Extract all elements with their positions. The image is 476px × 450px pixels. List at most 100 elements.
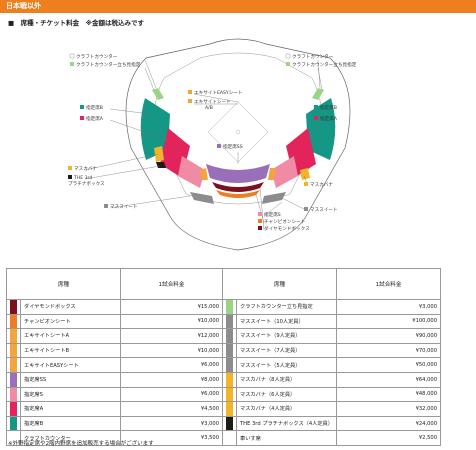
seat-price: ¥10,000 [120,313,224,330]
seat-price: ¥2,500 [336,430,442,446]
label-shitei-ss: 指定席SS [223,143,243,150]
color-swatch [10,329,17,343]
swatch [222,386,238,403]
swatch [6,313,21,330]
seat-masu-suite [190,192,214,204]
color-swatch [10,344,17,357]
color-swatch [10,388,17,401]
swatch [222,430,238,446]
seat-name: 指定席SS [19,371,122,388]
table-row: エキサイトシートA ¥12,000 マススイート（9人定員） ¥90,000 [6,328,442,344]
seat-excite [200,168,208,180]
label-craft-standing-right: クラフトカウンター立ち見指定 [292,61,357,68]
label-craft-counter-left: クラフトカウンター [76,53,118,60]
seat-name: マススイート（5人定員） [236,357,338,373]
seat-shitei-b-right [306,98,336,160]
color-swatch [226,300,234,314]
seat-price: ¥6,000 [120,386,224,403]
color-swatch [10,373,17,387]
seat-price: ¥8,000 [120,371,224,388]
seat-price: ¥48,000 [336,386,442,403]
swatch [6,386,21,403]
swatch [6,299,21,315]
swatch [222,313,238,330]
seat-price: ¥3,000 [336,299,442,315]
table-header-row: 席種 1試合料金 席種 1試合料金 [5,268,442,300]
seat-name: マススイート（9人定員） [236,328,338,344]
label-shitei-b-right: 指定席B [320,104,337,111]
seat-price: ¥12,000 [120,328,224,344]
label-champion: チャンピオンシート [264,219,305,225]
color-swatch [226,373,234,387]
color-swatch [226,431,234,445]
seat-shitei-ss [206,164,270,183]
seat-masukabana-right [300,168,310,180]
seat-name: 車いす席 [236,430,338,446]
label-shitei-a-right: 指定席A [320,115,338,122]
seat-name: クラフトカウンター立ち見指定 [236,299,338,315]
table-row: エキサイトEASYシート ¥6,000 マススイート（5人定員） ¥50,000 [6,357,442,373]
swatch [222,371,238,388]
table-row: 指定席S ¥6,000 マスカバナ（6人定員） ¥48,000 [6,386,442,403]
swatch [222,299,238,315]
table-row: ダイヤモンドボックス ¥15,000 クラフトカウンター立ち見指定 ¥3,000 [6,299,442,315]
footnote: ※外野指定席や2階内野席を追加販売する場合がございます [8,441,154,447]
header-price-left: 1試合料金 [120,268,224,300]
swatch [6,415,21,432]
seat-name: 指定席A [19,401,122,417]
color-swatch [226,417,234,430]
color-swatch [10,300,17,314]
seat-price: ¥4,500 [120,401,224,417]
label-masukabana-left: マスカバナ [74,166,97,172]
seat-name: チャンピオンシート [19,313,122,330]
label-masu-suite-right: マススイート [310,207,338,213]
swatch [222,357,238,373]
color-swatch [226,388,234,401]
color-swatch [10,402,17,416]
seat-price: ¥15,000 [120,299,224,315]
label-the3rd: THE 3rd プラチナボックス [68,175,105,187]
seat-name: マススイート（7人定員） [236,342,338,359]
color-swatch [10,315,17,328]
seat-name: マスカバナ（4人定員） [236,401,338,417]
seat-name: クラフトカウンター [19,430,122,446]
table-row: 指定席B ¥3,000 THE 3rd プラチナボックス（4人定員） ¥24,000 [6,415,442,432]
label-masukabana-right: マスカバナ [310,182,333,188]
seat-craft-left [152,88,164,100]
header-seat-type-left: 席種 [5,268,122,300]
seat-name: エキサイトシートA [19,328,122,344]
seat-name: ダイヤモンドボックス [19,299,122,315]
color-swatch [10,417,17,430]
seat-price: ¥10,000 [120,342,224,359]
stadium-seat-map: クラフトカウンター クラフトカウンター立ち見指定 クラフトカウンター クラフトカ… [68,38,357,251]
seat-name: THE 3rd プラチナボックス（4人定員） [236,415,338,432]
table-row: 指定席SS ¥8,000 マスカバナ（8人定員） ¥64,000 [6,371,442,388]
color-swatch [10,431,17,445]
seat-price: ¥100,000 [336,313,442,330]
seat-price: ¥90,000 [336,328,442,344]
swatch [222,328,238,344]
seat-price: ¥50,000 [336,357,442,373]
seat-shitei-b-left [140,98,170,160]
header-seat-type-right: 席種 [222,268,338,300]
seat-price: ¥6,000 [120,357,224,373]
stadium-outline [125,38,351,251]
seat-name: エキサイトEASYシート [19,357,122,373]
seat-price: ¥70,000 [336,342,442,359]
header-price-right: 1試合料金 [336,268,442,300]
seat-shitei-s-right [271,156,298,188]
seat-diamond-box [212,182,264,192]
label-shitei-a-left: 指定席A [86,115,104,122]
label-craft-standing-left: クラフトカウンター立ち見指定 [76,61,141,68]
swatch [6,357,21,373]
color-swatch [226,344,234,357]
table-row: クラフトカウンター ¥3,500 車いす席 ¥2,500 [6,430,442,446]
label-excite-ab: エキサイトシート A/B [194,99,231,111]
label-shitei-s: 指定席S [264,211,281,218]
seat-name: マスカバナ（8人定員） [236,371,338,388]
seat-craft-right [312,88,324,100]
seat-the3rd-left [156,162,166,168]
color-swatch [10,358,17,372]
seat-champion [216,190,260,198]
label-shitei-b-left: 指定席B [86,104,103,111]
